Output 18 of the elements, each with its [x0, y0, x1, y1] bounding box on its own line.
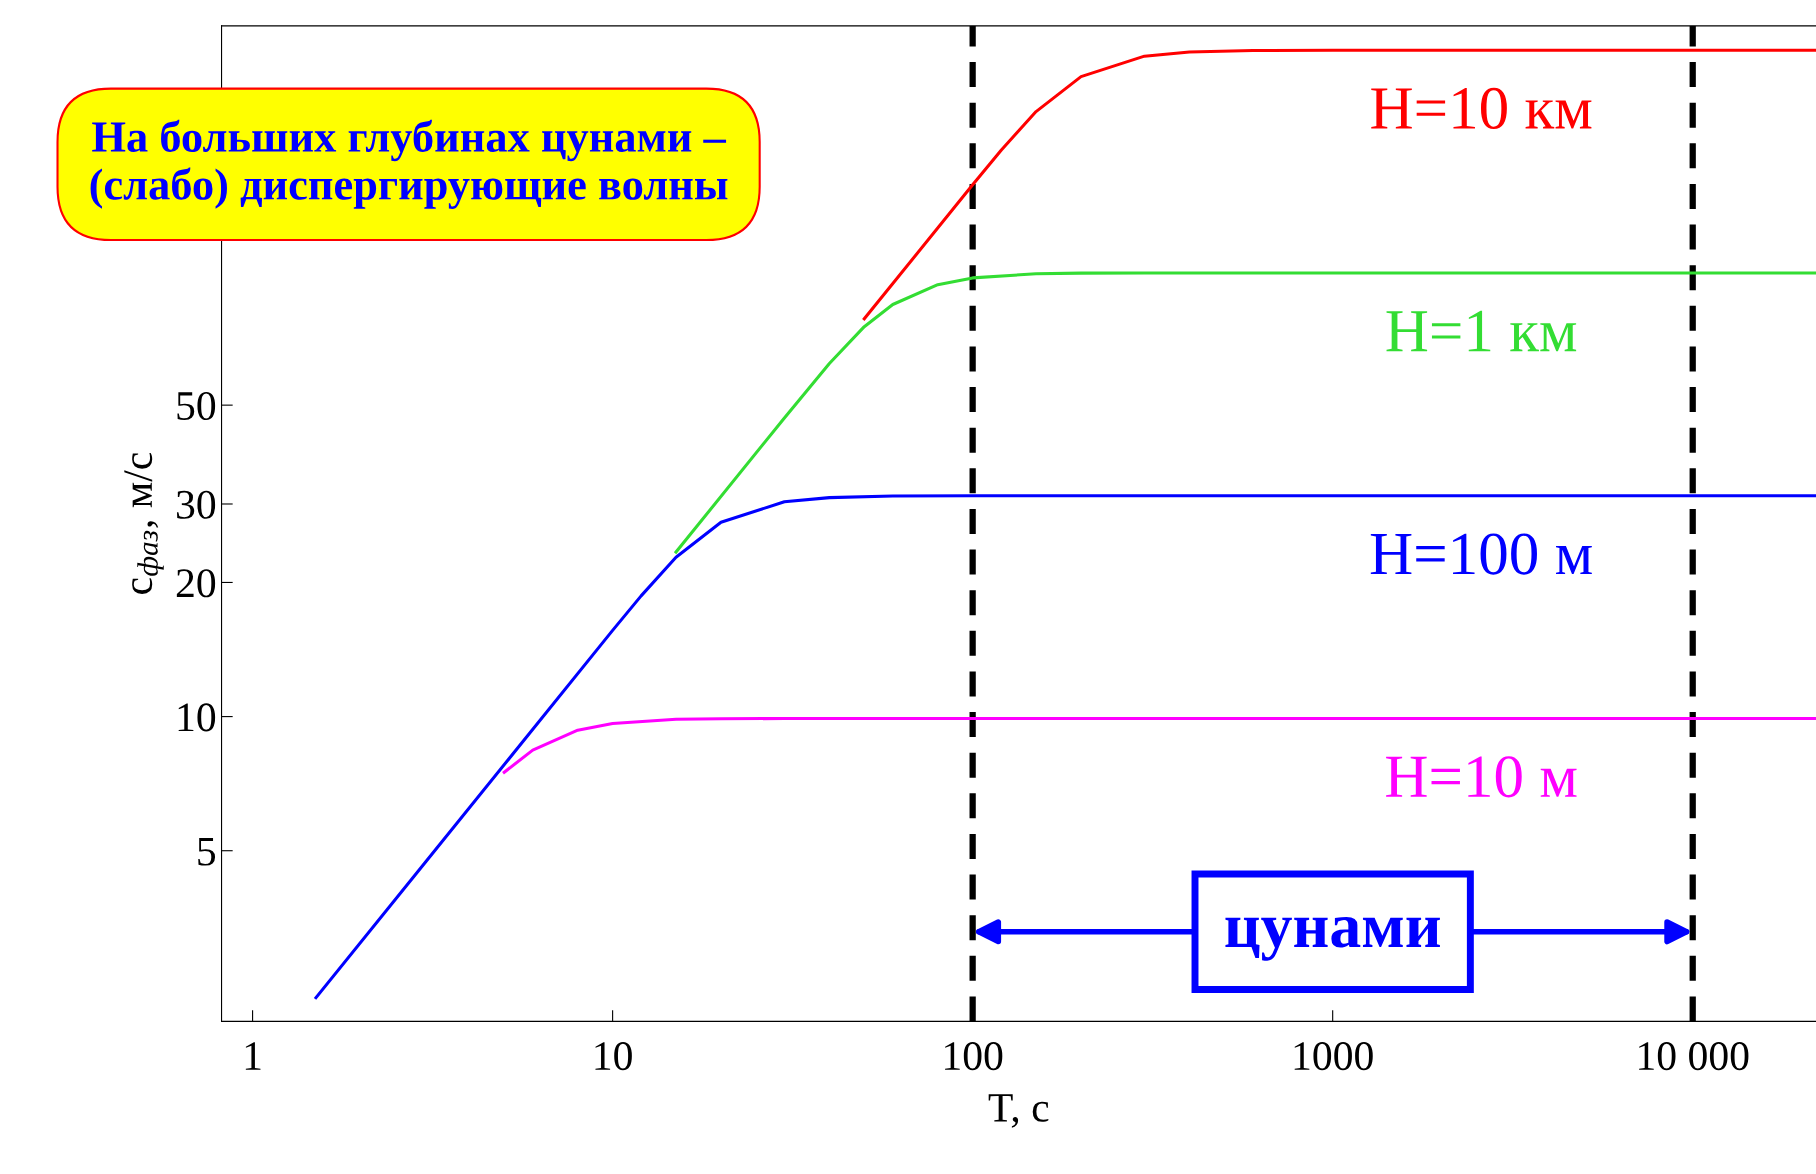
- x-tick-label: 100: [945, 1042, 1003, 1071]
- y-axis-title: c$_{фаз}$, м/с: [124, 453, 164, 594]
- x-tick-label: 10 000: [1639, 1042, 1749, 1071]
- y-tick-label: 50: [177, 391, 216, 420]
- series-label: H=10 м: [1386, 756, 1577, 798]
- series-label: H=10 км: [1371, 87, 1592, 130]
- x-axis-title: T, с: [988, 1094, 1049, 1128]
- series-label: H=1 км: [1386, 310, 1577, 352]
- series-label: H=100 м: [1370, 533, 1592, 575]
- y-tick-label: 20: [176, 569, 216, 598]
- x-tick-label: 1: [245, 1042, 261, 1070]
- x-tick-label: 1000: [1294, 1042, 1373, 1071]
- annotation: цунами: [1225, 916, 1440, 961]
- x-tick-label: 10: [595, 1042, 632, 1071]
- y-tick-label: 10: [178, 703, 216, 732]
- y-tick-label: 30: [177, 490, 216, 519]
- y-tick-label: 5: [198, 837, 216, 866]
- annotation: На больших глубинах цунами – (слабо) диспергирующие волны: [90, 119, 728, 209]
